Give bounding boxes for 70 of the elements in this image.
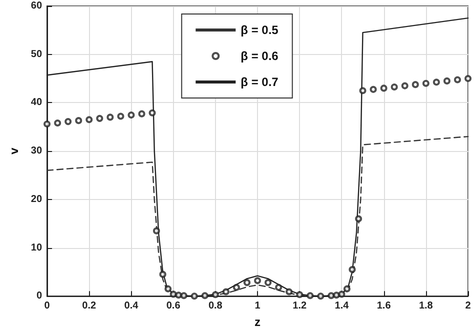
x-tick-label: 0.4 (124, 300, 139, 312)
point (332, 292, 340, 299)
y-axis-title: v (7, 147, 21, 154)
point (96, 114, 104, 122)
point (159, 270, 166, 278)
point (54, 120, 62, 127)
x-axis-title: z (254, 315, 261, 329)
point (44, 120, 51, 128)
point (128, 112, 135, 119)
point (64, 118, 72, 126)
point (138, 110, 146, 118)
x-tick-label: 0 (44, 300, 50, 312)
x-tick-label: 1.2 (292, 300, 307, 312)
point (380, 84, 388, 92)
legend-label: β = 0.5 (240, 23, 279, 37)
point (232, 284, 240, 291)
point (328, 292, 335, 300)
x-tick-label: 0.8 (208, 300, 223, 312)
x-tick-label: 1.4 (334, 300, 350, 312)
point (390, 83, 398, 90)
x-tick-label: 1 (254, 300, 261, 312)
point (306, 292, 314, 300)
point (454, 76, 461, 84)
point (422, 80, 430, 87)
y-tick-label: 0 (36, 290, 42, 302)
point (164, 285, 172, 292)
point (106, 114, 114, 121)
x-tick-label: 1.8 (418, 300, 434, 312)
x-tick-label: 2 (465, 300, 472, 312)
y-tick-label: 40 (30, 97, 42, 108)
point (190, 292, 198, 300)
point (412, 81, 419, 88)
point (343, 285, 350, 292)
point (370, 86, 377, 93)
point (152, 227, 160, 234)
x-tick-label: 0.2 (82, 300, 97, 312)
point (254, 277, 262, 284)
point (243, 279, 250, 286)
point (275, 284, 282, 291)
point (212, 291, 219, 298)
y-tick-label: 50 (30, 48, 42, 60)
point (317, 292, 324, 300)
point (170, 290, 177, 298)
point (296, 291, 304, 298)
point (401, 82, 408, 90)
legend-label: β = 0.6 (240, 49, 279, 63)
point (359, 87, 366, 94)
y-tick-label: 10 (30, 242, 42, 254)
point (286, 288, 293, 296)
point (432, 78, 440, 86)
point (201, 292, 208, 300)
y-tick-label: 30 (30, 146, 42, 157)
point (348, 266, 356, 274)
y-tick-label: 20 (30, 194, 42, 205)
point (175, 292, 182, 299)
x-tick-label: 0.6 (166, 300, 181, 312)
y-tick-label: 60 (30, 0, 42, 12)
point (148, 109, 156, 116)
point (355, 215, 362, 222)
x-tick-label: 1.6 (376, 300, 392, 312)
point (264, 279, 272, 286)
point (180, 292, 188, 300)
point (86, 116, 93, 124)
point (117, 112, 124, 120)
point (464, 75, 472, 82)
point (222, 288, 230, 296)
point (75, 117, 82, 124)
legend-label: β = 0.7 (240, 75, 279, 89)
point (443, 77, 450, 84)
point (338, 290, 346, 298)
